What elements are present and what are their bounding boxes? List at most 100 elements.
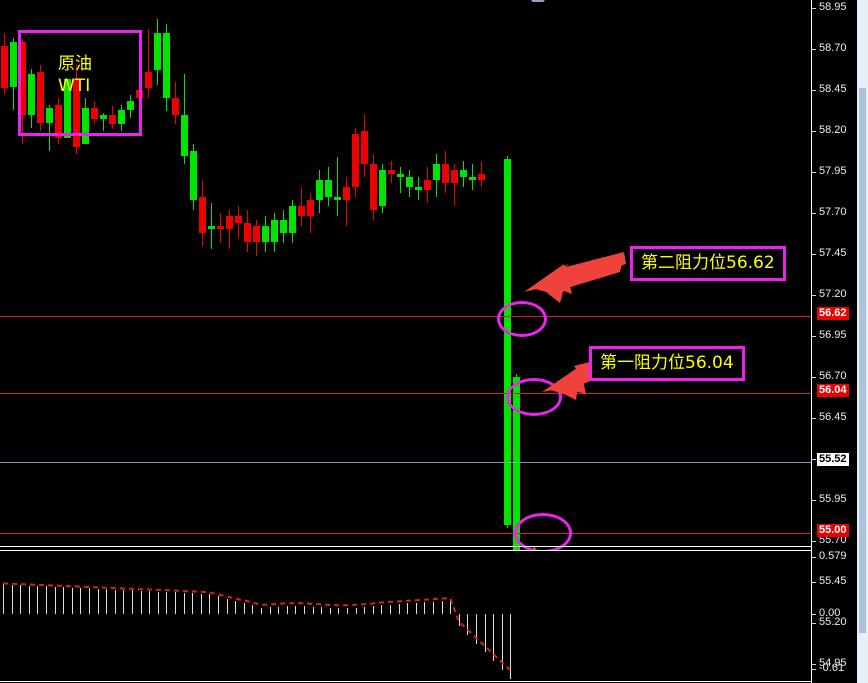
macd-histogram-bar bbox=[270, 607, 271, 614]
candle-body bbox=[379, 170, 386, 207]
axis-tick-label: 57.45 bbox=[819, 247, 847, 259]
candle bbox=[415, 176, 422, 200]
candle bbox=[46, 104, 53, 151]
candle bbox=[244, 209, 251, 253]
candle-body bbox=[208, 226, 215, 230]
candle bbox=[460, 160, 467, 187]
resistance-2-line bbox=[0, 316, 811, 317]
axis-tick bbox=[811, 213, 816, 214]
candle-body bbox=[460, 170, 467, 177]
macd-histogram-bar bbox=[72, 588, 73, 615]
axis-tick bbox=[811, 131, 816, 132]
macd-histogram-bar bbox=[261, 608, 262, 614]
indicator-axis-tick bbox=[811, 669, 816, 670]
macd-histogram-bar bbox=[399, 604, 400, 615]
macd-histogram-bar bbox=[467, 614, 468, 635]
vertical-scrollbar[interactable] bbox=[857, 0, 868, 683]
candle-body bbox=[163, 32, 170, 99]
axis-tick bbox=[811, 582, 816, 583]
candle-body bbox=[325, 180, 332, 197]
candle bbox=[109, 106, 116, 130]
candle bbox=[199, 180, 206, 246]
macd-histogram-bar bbox=[252, 605, 253, 614]
candle bbox=[451, 163, 458, 207]
axis-tick-label: 56.95 bbox=[819, 329, 847, 341]
macd-histogram-bar bbox=[55, 587, 56, 615]
candle-body bbox=[289, 206, 296, 233]
macd-indicator-panel[interactable] bbox=[0, 551, 811, 681]
candle-body bbox=[334, 196, 341, 200]
candle bbox=[91, 101, 98, 125]
indicator-axis-label: -0.61 bbox=[819, 662, 845, 674]
macd-histogram-bar bbox=[450, 600, 451, 614]
scrollbar-thumb[interactable] bbox=[859, 88, 866, 633]
macd-histogram-bar bbox=[287, 606, 288, 614]
axis-tick-label: 58.45 bbox=[819, 83, 847, 95]
macd-histogram-bar bbox=[416, 603, 417, 615]
candle-wick bbox=[400, 167, 401, 194]
candle-wick bbox=[346, 176, 347, 227]
macd-histogram-bar bbox=[115, 590, 116, 615]
candle bbox=[343, 176, 350, 227]
candle-body bbox=[370, 163, 377, 210]
candle bbox=[379, 163, 386, 213]
candle bbox=[334, 157, 341, 217]
indicator-panel-bottom-border bbox=[0, 681, 811, 682]
macd-signal-path bbox=[2, 582, 512, 672]
macd-histogram-bar bbox=[338, 608, 339, 614]
axis-tick-label: 58.70 bbox=[819, 42, 847, 54]
macd-histogram-bar bbox=[12, 585, 13, 615]
candle bbox=[307, 193, 314, 233]
candle-body bbox=[513, 376, 520, 587]
candle-body bbox=[145, 71, 152, 89]
macd-histogram-bar bbox=[141, 591, 142, 615]
symbol-label-line2: WTI bbox=[58, 76, 91, 96]
macd-histogram-bar bbox=[295, 606, 296, 615]
candle bbox=[352, 127, 359, 197]
macd-histogram-bar bbox=[192, 593, 193, 614]
candle-body bbox=[352, 134, 359, 187]
last-price-line bbox=[0, 462, 811, 463]
candle-body bbox=[298, 206, 305, 217]
axis-tick bbox=[811, 336, 816, 337]
macd-histogram-bar bbox=[347, 608, 348, 614]
candle-body bbox=[190, 150, 197, 200]
candle-body bbox=[154, 32, 161, 71]
candle bbox=[100, 112, 107, 131]
macd-histogram-bar bbox=[20, 585, 21, 614]
axis-tick bbox=[811, 500, 816, 501]
macd-histogram-bar bbox=[235, 601, 236, 615]
macd-histogram-bar bbox=[313, 607, 314, 615]
candle bbox=[397, 167, 404, 194]
candle bbox=[145, 29, 152, 99]
candle-body bbox=[10, 42, 17, 87]
candle-wick bbox=[337, 157, 338, 217]
candle-body bbox=[307, 199, 314, 217]
candle-body bbox=[253, 226, 260, 243]
macd-histogram-bar bbox=[80, 588, 81, 614]
macd-histogram-bar bbox=[227, 599, 228, 615]
axis-tick bbox=[811, 254, 816, 255]
axis-tick-label: 55.95 bbox=[819, 493, 847, 505]
price-axis[interactable]: 58.95 58.70 58.45 58.20 57.95 57.70 57.45 57.20… bbox=[811, 0, 857, 683]
candle bbox=[253, 219, 260, 256]
candle-body bbox=[37, 71, 44, 123]
candle bbox=[262, 216, 269, 253]
candle-body bbox=[280, 219, 287, 233]
circle-resistance-1 bbox=[506, 378, 562, 416]
candle-body bbox=[397, 173, 404, 177]
candle-body bbox=[442, 163, 449, 184]
candle bbox=[28, 68, 35, 128]
axis-tick-label: 56.45 bbox=[819, 411, 847, 423]
macd-histogram-bar bbox=[149, 591, 150, 614]
candle bbox=[217, 212, 224, 243]
indicator-axis-label: 0.00 bbox=[819, 607, 841, 619]
resistance-1-line bbox=[0, 393, 811, 394]
circle-resistance-2 bbox=[497, 301, 547, 337]
macd-histogram-bar bbox=[356, 608, 357, 615]
macd-histogram-bar bbox=[476, 614, 477, 644]
axis-tick bbox=[811, 418, 816, 419]
candle-body bbox=[262, 226, 269, 243]
macd-signal-line bbox=[2, 582, 512, 672]
macd-histogram-bar bbox=[459, 614, 460, 626]
